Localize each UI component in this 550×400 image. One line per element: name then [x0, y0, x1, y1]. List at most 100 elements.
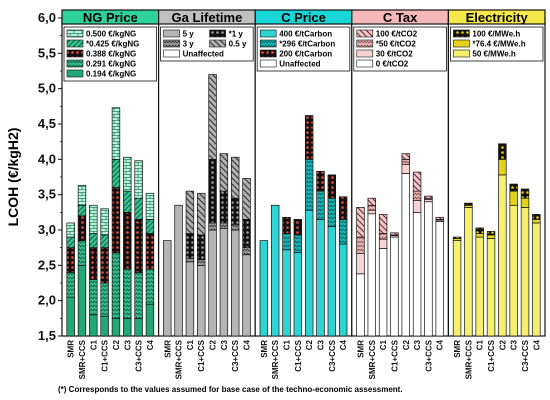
legend-label: 200 €/tCarbon	[279, 50, 332, 59]
y-tick-label: 6,0	[38, 10, 56, 25]
bar-segment	[242, 254, 251, 337]
bar-segment	[390, 236, 399, 337]
x-tick-label: C2	[209, 339, 218, 350]
bar-segment	[367, 197, 376, 206]
bar-segment	[77, 240, 87, 266]
bar-segment	[378, 233, 388, 240]
bar-segment	[134, 272, 143, 319]
bar-segment	[316, 219, 325, 337]
bar-segment	[401, 153, 410, 160]
bar-segment	[316, 170, 325, 192]
bar-segment	[424, 195, 433, 199]
bar-segment	[185, 190, 195, 234]
x-tick-label: SMR	[260, 340, 269, 358]
bar-segment	[412, 190, 422, 201]
legend-swatch	[163, 39, 180, 48]
bar-segment	[145, 219, 155, 234]
bar-segment	[77, 264, 87, 337]
legend-label: 0.291 €/kgNG	[86, 60, 136, 69]
bar-segment	[185, 233, 195, 259]
bar-segment	[282, 216, 291, 234]
bar-segment	[197, 259, 206, 266]
bar-segment	[401, 173, 410, 337]
bar-segment	[89, 233, 98, 249]
bar-segment	[100, 247, 109, 284]
bar-segment	[412, 199, 422, 213]
legend-swatch	[163, 49, 180, 58]
x-tick-label: C2	[402, 339, 411, 350]
bar-segment	[293, 252, 303, 337]
bar-segment	[111, 158, 121, 188]
x-tick-label: C4	[339, 339, 348, 350]
bar-segment	[242, 247, 251, 256]
x-tick-label: C3+CCS	[135, 339, 144, 371]
y-tick-label: 4,5	[38, 116, 56, 131]
x-tick-label: C1+CCS	[197, 339, 206, 371]
y-tick-label: 3,0	[38, 222, 56, 237]
legend-swatch	[356, 29, 374, 38]
bar-segment	[163, 240, 172, 337]
panel-title: Ga Lifetime	[172, 10, 243, 25]
legend-swatch	[356, 39, 374, 48]
x-tick-label: C2	[498, 339, 507, 350]
x-tick-label: C3	[316, 339, 325, 350]
bar-segment	[231, 229, 240, 337]
bar-segment	[486, 238, 496, 337]
bar-segment	[89, 314, 98, 337]
bar-segment	[134, 219, 143, 273]
bar-segment	[134, 160, 143, 199]
bar-segment	[475, 236, 484, 337]
x-tick-label: C1	[476, 339, 485, 350]
bar-segment	[316, 190, 325, 220]
legend-label: *76.4 €/MWe.h	[472, 40, 525, 49]
legend-label: 0.194 €/kgNG	[86, 70, 136, 79]
bar-segment	[219, 153, 229, 192]
bar-segment	[100, 234, 109, 249]
bar-segment	[111, 107, 121, 160]
x-tick-label: SMR+CCS	[368, 339, 377, 379]
bar-segment	[208, 74, 217, 160]
bar-segment	[367, 213, 376, 337]
legend-label: 3 y	[183, 40, 195, 49]
panel-title: Electricity	[466, 10, 529, 25]
bar-segment	[219, 222, 229, 229]
bar-segment	[111, 252, 121, 319]
x-tick-label: C1	[379, 339, 388, 350]
legend-label: *50 €/tCO2	[376, 40, 417, 49]
legend-label: 100 €/tCO2	[376, 30, 418, 39]
bar-segment	[367, 204, 376, 211]
y-tick-label: 1,5	[38, 328, 56, 343]
bar-segment	[356, 273, 365, 337]
bar-segment	[123, 211, 132, 270]
bar-segment	[304, 115, 314, 160]
x-tick-label: C1+CCS	[390, 339, 399, 371]
bar-segment	[475, 233, 484, 238]
legend-swatch	[259, 49, 277, 58]
x-tick-label: SMR	[356, 340, 365, 358]
bar-segment	[435, 216, 444, 220]
bar-segment	[464, 207, 473, 337]
legend-label: 400 €/tCarbon	[279, 30, 332, 39]
panel-ga-lifetime: Ga Lifetime 5 y *1 y 3 y 0.5 y Unaffected SMR S…	[158, 9, 256, 379]
legend-swatch	[453, 29, 470, 38]
y-tick-label: 4,0	[38, 151, 56, 166]
legend-label: 0.388 €/kgNG	[86, 50, 136, 59]
panel-title: C Tax	[383, 10, 418, 25]
x-tick-label: C3	[220, 339, 229, 350]
x-tick-label: C4	[146, 339, 155, 350]
bar-segment	[77, 215, 87, 241]
bar-segment	[509, 190, 518, 206]
x-tick-label: C1+CCS	[294, 339, 303, 371]
legend-swatch	[356, 49, 374, 58]
bar-segment	[145, 303, 155, 337]
bar-segment	[66, 222, 75, 238]
legend-label: 50 €/MWe.h	[472, 50, 516, 59]
bar-segment	[231, 223, 240, 231]
bar-segment	[464, 202, 473, 206]
x-tick-label: SMR+CCS	[464, 339, 473, 379]
bar-segment	[270, 204, 280, 337]
